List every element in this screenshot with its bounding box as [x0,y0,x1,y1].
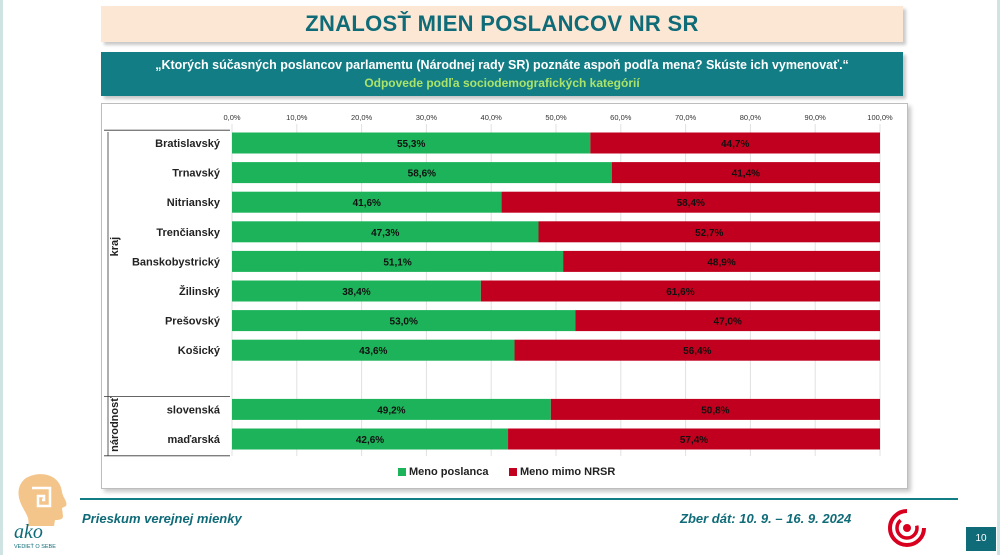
legend-swatch [509,468,517,476]
x-tick-label: 90,0% [805,113,827,122]
ako-logo: ako VEDIEŤ O SEBE [14,474,67,550]
category-label: Bratislavský [155,138,221,150]
x-tick-label: 60,0% [610,113,632,122]
x-tick-label: 30,0% [416,113,438,122]
data-label: 51,1% [383,257,411,268]
bar-meno-mimo-nrsr [501,191,880,213]
chart-frame: 0,0% 10,0% 20,0% 30,0% 40,0% 50,0% 60,0% 70,0% 8… [101,103,908,489]
category-label: Košický [178,345,221,357]
data-label: 56,4% [683,346,711,357]
bar-meno-poslanca [232,428,509,450]
bar-meno-poslanca [232,398,551,420]
data-label: 42,6% [356,435,384,446]
bar-meno-mimo-nrsr [550,398,880,420]
data-label: 41,4% [732,169,760,180]
stacked-bar-chart: 0,0% 10,0% 20,0% 30,0% 40,0% 50,0% 60,0% 70,0% 8… [104,113,893,478]
category-label: Trenčiansky [156,227,220,239]
survey-name: Prieskum verejnej mienky [82,511,242,526]
bar-meno-mimo-nrsr [480,280,880,302]
bar-meno-poslanca [232,191,502,213]
bar-meno-poslanca [232,221,539,243]
bar-meno-mimo-nrsr [575,310,880,332]
category-label: Prešovský [165,316,221,328]
group-label: kraj [109,237,121,257]
group-label: národnosť [109,396,121,452]
bar-meno-poslanca [232,132,591,154]
bar-meno-mimo-nrsr [563,250,880,272]
right-edge-line [997,0,1000,555]
data-collection-dates: Zber dát: 10. 9. – 16. 9. 2024 [680,511,852,526]
spiral-logo-icon [888,509,926,547]
logo-tagline: VEDIEŤ O SEBE [14,542,56,550]
left-edge-line [0,0,3,555]
survey-question: „Ktorých súčasných poslancov parlamentu … [155,58,849,72]
x-tick-label: 100,0% [867,113,893,122]
category-label: Nitriansky [167,197,221,209]
category-label: Banskobystrický [132,256,221,268]
legend-swatch [398,468,406,476]
x-tick-label: 10,0% [286,113,308,122]
data-label: 53,0% [390,317,418,328]
category-label: Trnavský [172,168,221,180]
bar-meno-poslanca [232,339,515,361]
bar-meno-poslanca [232,250,564,272]
data-label: 47,3% [371,228,399,239]
x-tick-label: 50,0% [545,113,567,122]
category-label: slovenská [167,404,221,416]
chart-subtitle: Odpovede podľa sociodemografických kateg… [364,76,640,90]
data-label: 52,7% [695,228,723,239]
title-banner: ZNALOSŤ MIEN POSLANCOV NR SR [101,6,903,42]
data-label: 43,6% [359,346,387,357]
bar-meno-mimo-nrsr [538,221,880,243]
head-profile-icon [18,474,67,526]
x-tick-label: 70,0% [675,113,697,122]
data-label: 44,7% [721,139,749,150]
category-label: Žilinský [179,285,221,298]
x-tick-label: 20,0% [351,113,373,122]
x-tick-label: 0,0% [223,113,240,122]
x-tick-label: 80,0% [740,113,762,122]
data-label: 58,4% [677,198,705,209]
x-tick-label: 40,0% [481,113,503,122]
data-label: 48,9% [707,257,735,268]
data-label: 49,2% [377,405,405,416]
question-banner: „Ktorých súčasných poslancov parlamentu … [101,52,903,96]
data-label: 58,6% [408,169,436,180]
data-label: 61,6% [666,287,694,298]
bar-meno-mimo-nrsr [590,132,880,154]
data-label: 38,4% [342,287,370,298]
page-number: 10 [966,527,996,551]
bar-meno-poslanca [232,162,612,184]
bar-meno-poslanca [232,280,481,302]
data-label: 41,6% [353,198,381,209]
bar-meno-mimo-nrsr [514,339,880,361]
legend-label: Meno mimo NRSR [520,466,615,478]
data-label: 50,8% [701,405,729,416]
page-title: ZNALOSŤ MIEN POSLANCOV NR SR [305,11,699,36]
bar-meno-poslanca [232,310,576,332]
data-label: 57,4% [680,435,708,446]
bar-meno-mimo-nrsr [611,162,880,184]
footer-divider [80,498,958,500]
legend-label: Meno poslanca [409,466,489,478]
logo-wordmark: ako [14,521,43,543]
data-label: 47,0% [714,317,742,328]
category-label: maďarská [167,434,220,446]
data-label: 55,3% [397,139,425,150]
bar-meno-mimo-nrsr [508,428,880,450]
